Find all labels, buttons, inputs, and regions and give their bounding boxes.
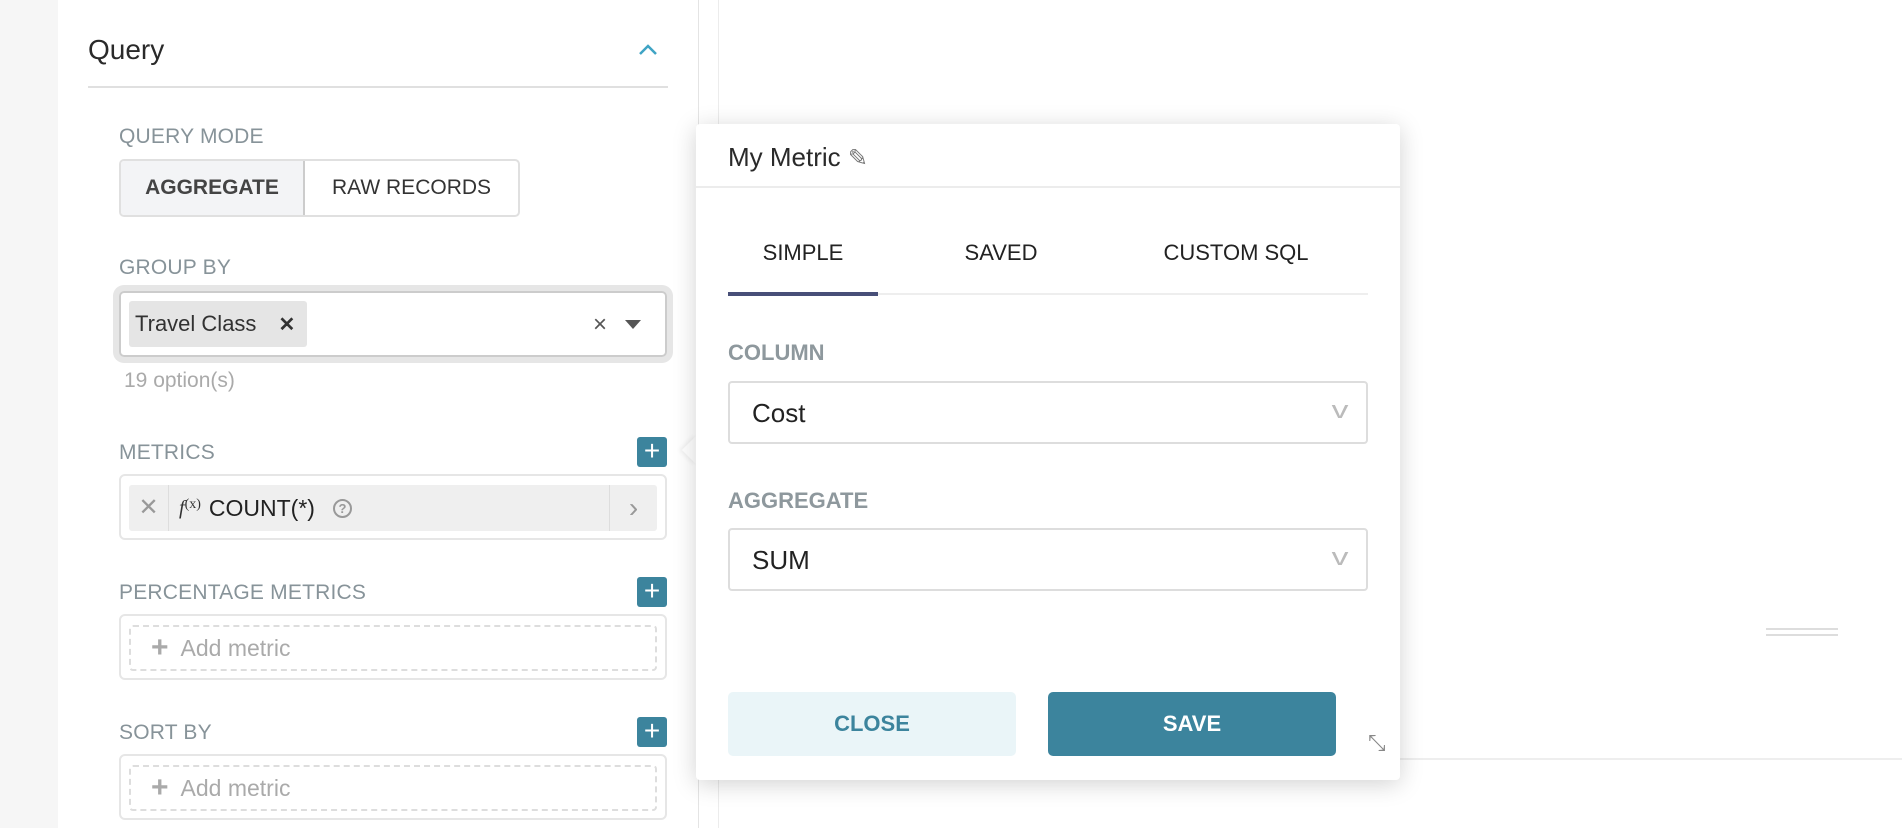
percentage-metrics-box: + Add metric	[119, 614, 667, 680]
pencil-icon[interactable]: ✎	[847, 145, 869, 172]
chevron-right-icon[interactable]: ›	[609, 485, 657, 531]
divider	[88, 86, 668, 88]
clear-icon[interactable]: ×	[592, 311, 607, 338]
aggregate-select[interactable]: SUM v	[728, 528, 1368, 591]
add-metric-placeholder[interactable]: + Add metric	[129, 765, 657, 811]
chevron-down-icon: v	[1331, 544, 1349, 571]
add-percentage-metric-button[interactable]: +	[637, 577, 667, 607]
aggregate-mode-button[interactable]: AGGREGATE	[121, 161, 305, 215]
close-button[interactable]: CLOSE	[728, 692, 1016, 756]
group-by-tag: Travel Class ✕	[129, 301, 308, 347]
query-panel	[58, 0, 698, 828]
metric-name: COUNT(*)	[208, 494, 315, 521]
group-by-select[interactable]: Travel Class ✕ ×	[119, 291, 667, 357]
options-count: 19 option(s)	[124, 369, 235, 392]
tab-simple[interactable]: SIMPLE	[762, 240, 844, 265]
divider	[696, 186, 1400, 188]
tab-bar-line	[728, 293, 1368, 295]
aggregate-label: AGGREGATE	[728, 488, 869, 513]
metric-popover: My Metric ✎ SIMPLE SAVED CUSTOM SQL COLU…	[696, 124, 1400, 780]
percentage-metrics-label: PERCENTAGE METRICS	[119, 581, 367, 604]
chevron-down-icon: v	[1331, 397, 1349, 424]
tab-custom-sql[interactable]: CUSTOM SQL	[1163, 240, 1309, 265]
caret-down-icon[interactable]	[625, 320, 641, 329]
active-tab-indicator	[728, 292, 878, 296]
column-label: COLUMN	[728, 340, 825, 365]
drag-handle[interactable]	[1766, 628, 1838, 636]
raw-records-mode-button[interactable]: RAW RECORDS	[331, 176, 492, 199]
remove-tag-icon[interactable]: ✕	[278, 313, 296, 336]
group-by-label: GROUP BY	[119, 256, 232, 279]
metrics-box: ✕ f(x) COUNT(*) ? ›	[119, 474, 667, 540]
metrics-label: METRICS	[119, 441, 215, 464]
query-mode-label: QUERY MODE	[119, 125, 264, 148]
save-button[interactable]: SAVE	[1048, 692, 1336, 756]
add-metric-button[interactable]: +	[637, 437, 667, 467]
remove-metric-icon[interactable]: ✕	[129, 485, 169, 531]
column-select[interactable]: Cost v	[728, 381, 1368, 444]
query-mode-toggle: AGGREGATE RAW RECORDS	[119, 159, 520, 217]
section-title: Query	[88, 34, 165, 65]
plus-icon: +	[151, 771, 169, 804]
chevron-up-icon[interactable]	[638, 40, 658, 60]
resize-icon[interactable]: ⤡	[1368, 730, 1386, 755]
add-sort-button[interactable]: +	[637, 717, 667, 747]
help-icon[interactable]: ?	[332, 498, 352, 518]
function-icon: f(x)	[179, 496, 201, 519]
metric-item[interactable]: ✕ f(x) COUNT(*) ? ›	[129, 485, 657, 531]
left-gutter	[0, 0, 58, 828]
tab-saved[interactable]: SAVED	[964, 240, 1038, 265]
add-metric-placeholder[interactable]: + Add metric	[129, 625, 657, 671]
tag-label: Travel Class	[135, 311, 257, 336]
divider	[1400, 758, 1902, 760]
sort-by-box: + Add metric	[119, 754, 667, 820]
plus-icon: +	[151, 631, 169, 664]
metric-title[interactable]: My Metric ✎	[728, 142, 869, 172]
sort-by-label: SORT BY	[119, 721, 212, 744]
